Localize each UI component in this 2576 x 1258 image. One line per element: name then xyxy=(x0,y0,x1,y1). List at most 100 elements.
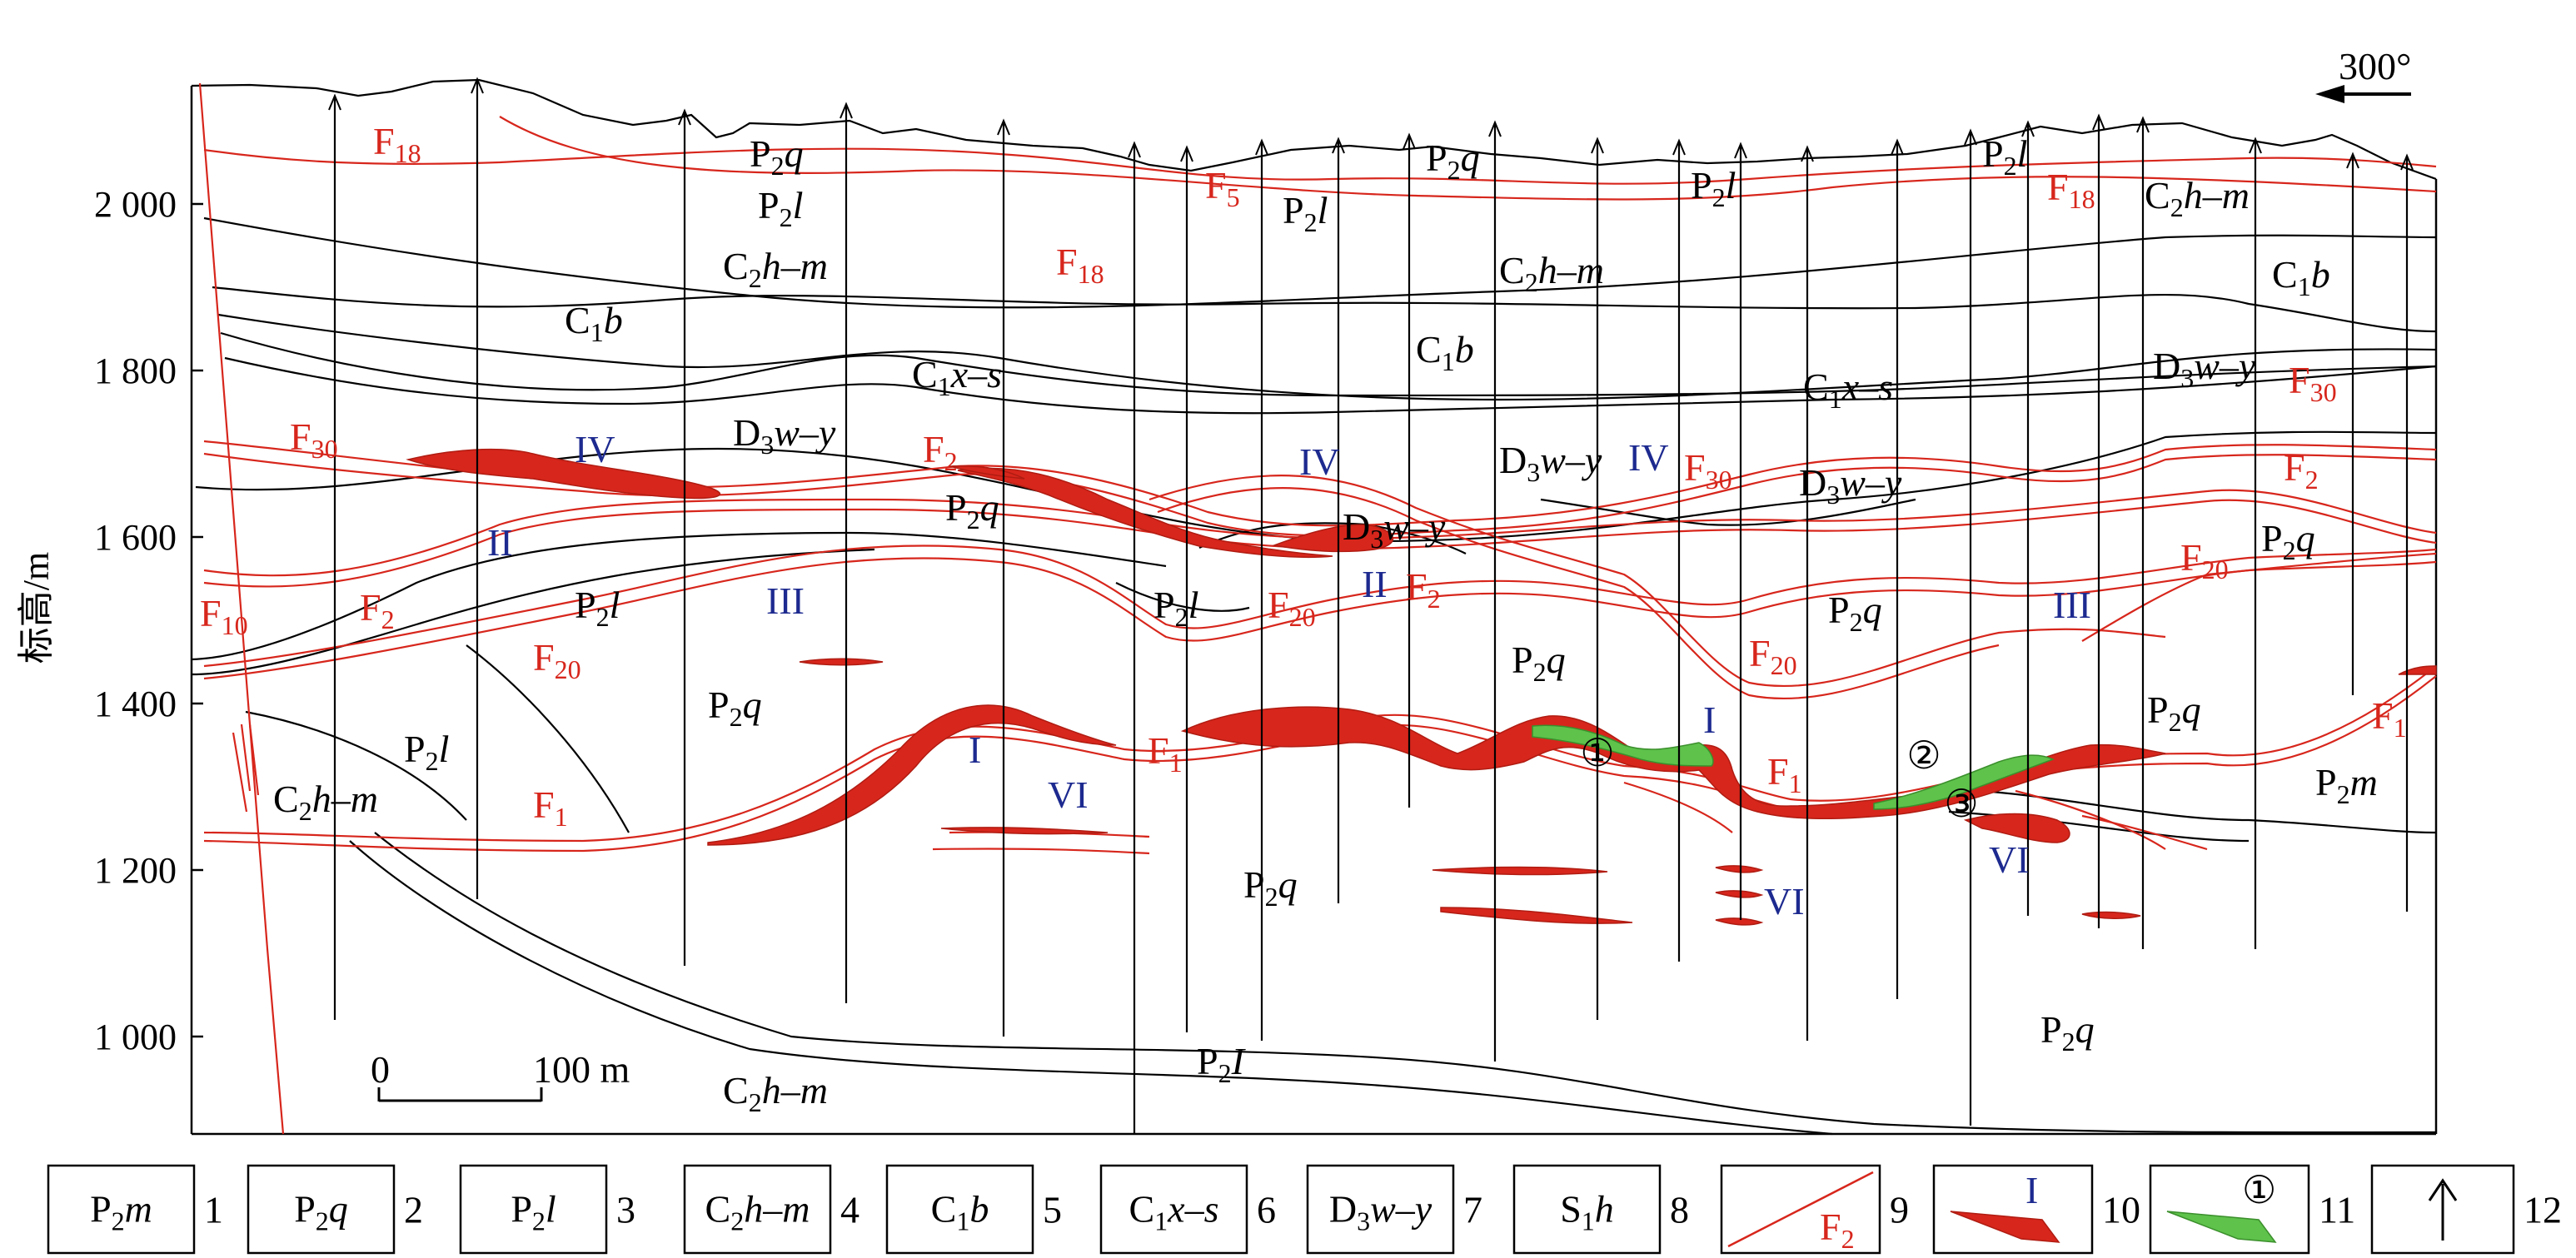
drill-hole[interactable] xyxy=(2249,137,2262,949)
drill-hole[interactable] xyxy=(2092,113,2105,928)
strata-label: D3w–y xyxy=(1343,505,1446,554)
drill-hole[interactable] xyxy=(1403,132,1416,808)
arrow-up-icon xyxy=(2428,1178,2458,1201)
legend-number: 6 xyxy=(1257,1189,1276,1231)
y-tick-label: 1 800 xyxy=(94,351,177,391)
strata-label: C1x–s xyxy=(1803,365,1893,414)
y-tick-label: 1 000 xyxy=(94,1017,177,1057)
strata-label: P2m xyxy=(2315,761,2378,809)
strata-label: C1b xyxy=(1416,328,1474,376)
drill-hole[interactable] xyxy=(1891,138,1904,999)
legend-box xyxy=(1099,1164,1248,1255)
legend-item: C1x–s 6 xyxy=(1099,1164,1276,1255)
strata-label: P2q xyxy=(750,132,804,181)
legend-box xyxy=(47,1164,196,1255)
strata-label: P2l xyxy=(1283,189,1328,237)
strata-label: P2I xyxy=(1197,1040,1247,1088)
drill-hole[interactable] xyxy=(2021,120,2035,916)
legend-number: 7 xyxy=(1463,1189,1482,1231)
legend-box xyxy=(683,1164,832,1255)
circled-label-layer: ① ②③ xyxy=(1580,732,1978,825)
fault-lines xyxy=(198,82,2437,1135)
strata-label: D3w–y xyxy=(2153,345,2256,393)
fault-label: F30 xyxy=(290,415,338,464)
drill-hole[interactable] xyxy=(1332,137,1345,903)
scale-bar: 0 100 m xyxy=(371,1048,630,1102)
section-frame xyxy=(190,86,2438,1136)
drill-hole[interactable] xyxy=(678,108,691,966)
drill-hole[interactable] xyxy=(997,118,1010,1037)
legend-label: S1h xyxy=(1560,1188,1614,1236)
orebody-label: I xyxy=(1703,699,1716,741)
legend-number: 8 xyxy=(1670,1189,1689,1231)
legend-number: 11 xyxy=(2319,1189,2355,1231)
drill-hole[interactable] xyxy=(1734,142,1747,920)
drill-holes[interactable] xyxy=(328,77,2414,1134)
fault-label: F20 xyxy=(1749,632,1797,680)
orebody-label: IV xyxy=(1628,436,1669,479)
orebody-label: VI xyxy=(1764,880,1805,922)
drill-hole[interactable] xyxy=(1801,145,1814,1041)
legend-box xyxy=(247,1164,396,1255)
legend-number: 10 xyxy=(2102,1189,2140,1231)
circled-label: ① xyxy=(1580,732,1614,774)
drill-hole[interactable] xyxy=(2346,152,2359,695)
drill-hole[interactable] xyxy=(328,93,341,1020)
drill-hole[interactable] xyxy=(2136,116,2150,949)
drill-hole[interactable] xyxy=(2400,153,2414,912)
orebody-F2-strip xyxy=(957,467,1333,558)
orebody-label: I xyxy=(969,728,981,771)
orebody-label: VI xyxy=(1048,773,1089,816)
drill-hole[interactable] xyxy=(1591,137,1604,1020)
legend-label: P2m xyxy=(90,1188,152,1236)
drill-hole[interactable] xyxy=(1180,145,1193,1032)
fault-label: F18 xyxy=(1056,241,1104,289)
strata-label: P2q xyxy=(945,486,999,535)
drill-hole[interactable] xyxy=(1255,138,1268,1041)
strata-label: P2q xyxy=(1828,589,1882,637)
fault-label: F10 xyxy=(200,592,248,640)
orebody-VI-east xyxy=(1963,813,2070,843)
fault-label: F18 xyxy=(2047,166,2095,214)
strata-label: P2l xyxy=(575,584,620,632)
drill-hole[interactable] xyxy=(840,102,853,1003)
fault-label: F20 xyxy=(1268,584,1316,632)
fault-label: F30 xyxy=(2289,359,2337,407)
legend-item: I 10 xyxy=(1932,1164,2140,1255)
strata-label: P2q xyxy=(2147,689,2201,737)
legend-label: P2q xyxy=(294,1188,348,1236)
strata-label: D3w–y xyxy=(1499,439,1602,487)
legend-box xyxy=(1306,1164,1455,1255)
orebody-I-west xyxy=(707,704,1117,846)
orebody-label: III xyxy=(2053,584,2091,626)
strata-label: C2h–m xyxy=(723,245,828,293)
legend-box xyxy=(459,1164,608,1255)
legend-number: 9 xyxy=(1890,1189,1909,1231)
direction-label: 300° xyxy=(2339,45,2411,87)
legend-item: F2 9 xyxy=(1720,1164,1909,1255)
y-tick-label: 1 200 xyxy=(94,850,177,891)
legend-label: D3w–y xyxy=(1329,1188,1432,1236)
strata-label: P2l xyxy=(758,184,803,232)
strata-label: P2l xyxy=(1691,164,1736,212)
legend-number: 1 xyxy=(204,1189,223,1231)
fault-label: F2 xyxy=(1406,565,1441,614)
drill-hole[interactable] xyxy=(471,77,484,899)
legend-item: ① 11 xyxy=(2149,1164,2355,1255)
strata-label: P2q xyxy=(2261,517,2315,565)
orebody-legend-symbol xyxy=(1950,1211,2060,1243)
drill-hole[interactable] xyxy=(1672,138,1686,962)
drill-hole[interactable] xyxy=(1964,128,1977,1126)
drill-hole[interactable] xyxy=(1488,120,1502,1062)
strata-label: C2h–m xyxy=(723,1069,828,1117)
fault-label: F5 xyxy=(1205,164,1240,212)
green-orebody-legend-symbol xyxy=(2166,1211,2277,1243)
strata-label: C2h–m xyxy=(2145,174,2250,222)
legend-box xyxy=(1512,1164,1662,1255)
strata-label: P2q xyxy=(1243,863,1298,912)
drill-hole[interactable] xyxy=(1128,141,1141,1134)
strata-label: P2q xyxy=(1426,137,1480,185)
strata-label: P2q xyxy=(1512,639,1566,687)
legend-item: D3w–y 7 xyxy=(1306,1164,1482,1255)
